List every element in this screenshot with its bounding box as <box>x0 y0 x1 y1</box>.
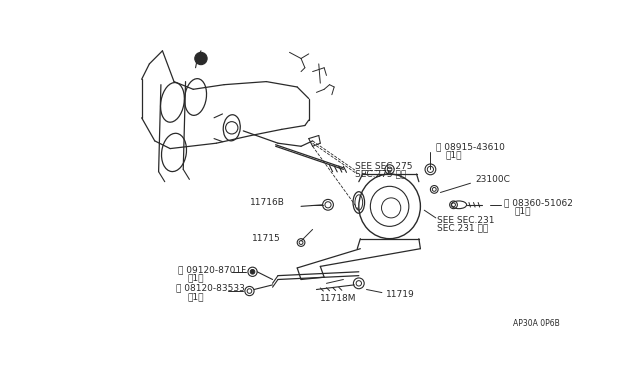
Text: 11715: 11715 <box>252 234 280 243</box>
Text: SEC.231 参照: SEC.231 参照 <box>437 224 488 232</box>
Text: SEE SEC.231: SEE SEC.231 <box>437 216 495 225</box>
Text: SEC.275 参照: SEC.275 参照 <box>355 170 406 179</box>
Circle shape <box>195 52 207 65</box>
Text: 11718M: 11718M <box>320 294 357 303</box>
Text: 11716B: 11716B <box>250 198 285 207</box>
Text: Ⓝ 08360-51062: Ⓝ 08360-51062 <box>504 198 572 207</box>
Text: （1）: （1） <box>188 273 204 282</box>
Text: 11719: 11719 <box>386 290 415 299</box>
Text: ⒳ 08120-83533: ⒳ 08120-83533 <box>175 283 244 292</box>
Text: AP30A 0P6B: AP30A 0P6B <box>513 319 559 328</box>
Circle shape <box>250 269 255 274</box>
Text: ⒳ 09120-8701F: ⒳ 09120-8701F <box>178 265 246 274</box>
Text: ⓜ 08915-43610: ⓜ 08915-43610 <box>436 142 505 151</box>
Text: （1）: （1） <box>445 150 461 159</box>
Text: （1）: （1） <box>515 206 531 215</box>
Text: 23100C: 23100C <box>476 175 511 184</box>
Text: （1）: （1） <box>188 292 204 301</box>
Text: SEE SEC.275: SEE SEC.275 <box>355 162 412 171</box>
